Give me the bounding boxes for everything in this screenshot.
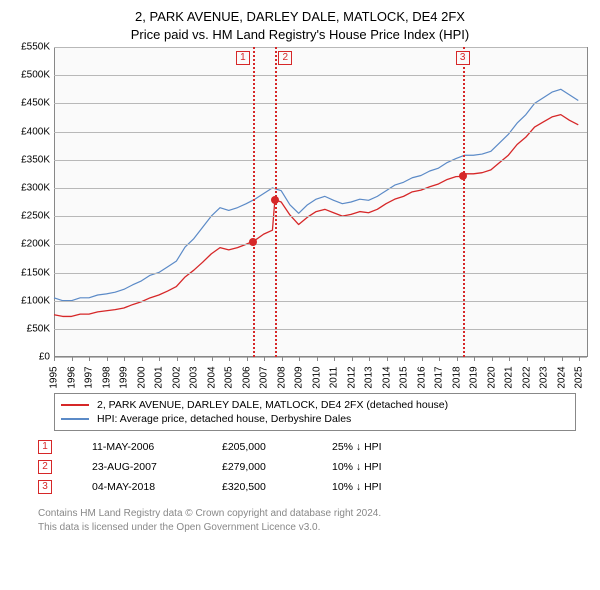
sale-vline	[463, 47, 465, 357]
x-tick-label: 2005	[224, 366, 235, 388]
gridline	[54, 273, 587, 274]
x-tick-label: 2011	[329, 367, 340, 389]
y-tick-label: £0	[39, 352, 50, 363]
legend-label-property: 2, PARK AVENUE, DARLEY DALE, MATLOCK, DE…	[97, 399, 448, 411]
x-tick-label: 2006	[241, 366, 252, 388]
gridline	[54, 216, 587, 217]
x-tick-label: 2009	[294, 366, 305, 388]
sales-row-marker: 3	[38, 480, 52, 494]
x-tick-label: 2004	[206, 366, 217, 388]
legend-swatch-property	[61, 404, 89, 406]
x-tick-label: 2000	[136, 366, 147, 388]
x-tick-label: 2019	[469, 366, 480, 388]
sale-dot	[271, 196, 279, 204]
sales-row-date: 04-MAY-2018	[92, 481, 222, 493]
x-tick-label: 2020	[486, 366, 497, 388]
legend: 2, PARK AVENUE, DARLEY DALE, MATLOCK, DE…	[54, 393, 576, 431]
gridline	[54, 301, 587, 302]
gridline	[54, 132, 587, 133]
sales-row-delta: 25% ↓ HPI	[332, 441, 442, 453]
x-tick-label: 2001	[154, 366, 165, 388]
chart-area: £0 £50K £100K £150K £200K £250K £300K £350K £400…	[12, 47, 588, 387]
x-tick-label: 2025	[574, 366, 585, 388]
sale-marker-box: 3	[456, 51, 470, 65]
x-tick-label: 2012	[346, 366, 357, 388]
gridline	[54, 329, 587, 330]
x-tick-label: 2023	[539, 366, 550, 388]
sales-row-date: 11-MAY-2006	[92, 441, 222, 453]
legend-row-property: 2, PARK AVENUE, DARLEY DALE, MATLOCK, DE…	[61, 398, 569, 412]
legend-label-hpi: HPI: Average price, detached house, Derb…	[97, 413, 351, 425]
x-tick-label: 2015	[399, 366, 410, 388]
y-tick-label: £550K	[21, 42, 50, 53]
x-tick-label: 2021	[504, 366, 515, 388]
gridline	[54, 160, 587, 161]
y-tick-label: £200K	[21, 239, 50, 250]
sale-vline	[253, 47, 255, 357]
footer-line-2: This data is licensed under the Open Gov…	[38, 521, 576, 535]
y-tick-label: £500K	[21, 70, 50, 81]
title-line-2: Price paid vs. HM Land Registry's House …	[12, 26, 588, 44]
legend-row-hpi: HPI: Average price, detached house, Derb…	[61, 412, 569, 426]
x-tick-label: 2010	[311, 366, 322, 388]
chart-container: 2, PARK AVENUE, DARLEY DALE, MATLOCK, DE…	[0, 0, 600, 590]
x-tick-label: 1999	[119, 366, 130, 388]
series-svg	[54, 47, 587, 357]
sales-table: 1 11-MAY-2006£205,00025% ↓ HPI 2 23-AUG-200…	[38, 437, 576, 497]
x-tick-label: 2024	[556, 366, 567, 388]
x-tick-label: 2018	[451, 366, 462, 388]
sales-row-price: £279,000	[222, 461, 332, 473]
x-tick-label: 2022	[521, 366, 532, 388]
x-tick-label: 2017	[434, 366, 445, 388]
x-tick-label: 1997	[84, 366, 95, 388]
sales-row-marker: 2	[38, 460, 52, 474]
sale-dot	[249, 238, 257, 246]
sale-dot	[459, 172, 467, 180]
title-line-1: 2, PARK AVENUE, DARLEY DALE, MATLOCK, DE…	[12, 8, 588, 26]
y-tick-label: £50K	[27, 323, 50, 334]
x-tick-label: 2016	[416, 366, 427, 388]
gridline	[54, 244, 587, 245]
gridline	[54, 103, 587, 104]
footer-note: Contains HM Land Registry data © Crown c…	[38, 507, 576, 534]
sales-row: 2 23-AUG-2007£279,00010% ↓ HPI	[38, 457, 576, 477]
sales-row-marker: 1	[38, 440, 52, 454]
y-tick-label: £450K	[21, 98, 50, 109]
y-tick-label: £150K	[21, 267, 50, 278]
sale-marker-box: 2	[278, 51, 292, 65]
gridline	[54, 188, 587, 189]
sales-row-price: £205,000	[222, 441, 332, 453]
footer-line-1: Contains HM Land Registry data © Crown c…	[38, 507, 576, 521]
x-tick-label: 2002	[171, 366, 182, 388]
x-tick-label: 2003	[189, 366, 200, 388]
sales-row-price: £320,500	[222, 481, 332, 493]
sales-row: 1 11-MAY-2006£205,00025% ↓ HPI	[38, 437, 576, 457]
x-tick-label: 2007	[259, 366, 270, 388]
gridline	[54, 47, 587, 48]
sales-row-delta: 10% ↓ HPI	[332, 481, 442, 493]
y-tick-label: £300K	[21, 183, 50, 194]
x-tick-label: 2014	[381, 366, 392, 388]
series-line	[54, 89, 578, 300]
sales-row-date: 23-AUG-2007	[92, 461, 222, 473]
y-tick-label: £100K	[21, 295, 50, 306]
y-axis: £0£50K£100K£150K£200K£250K£300K£350K£400…	[12, 47, 52, 357]
x-tick-label: 1995	[49, 366, 60, 388]
sale-marker-box: 1	[236, 51, 250, 65]
x-tick-label: 2013	[364, 366, 375, 388]
y-tick-label: £400K	[21, 126, 50, 137]
x-tick-label: 1996	[66, 366, 77, 388]
plot-area: 1 2 3	[54, 47, 588, 357]
sales-row: 3 04-MAY-2018£320,50010% ↓ HPI	[38, 477, 576, 497]
x-tick-label: 2008	[276, 366, 287, 388]
x-axis: 1995199619971998199920002001200220032004…	[54, 357, 588, 387]
y-tick-label: £250K	[21, 211, 50, 222]
chart-title-block: 2, PARK AVENUE, DARLEY DALE, MATLOCK, DE…	[12, 8, 588, 43]
sales-row-delta: 10% ↓ HPI	[332, 461, 442, 473]
y-tick-label: £350K	[21, 154, 50, 165]
legend-swatch-hpi	[61, 418, 89, 420]
gridline	[54, 75, 587, 76]
x-tick-label: 1998	[101, 366, 112, 388]
